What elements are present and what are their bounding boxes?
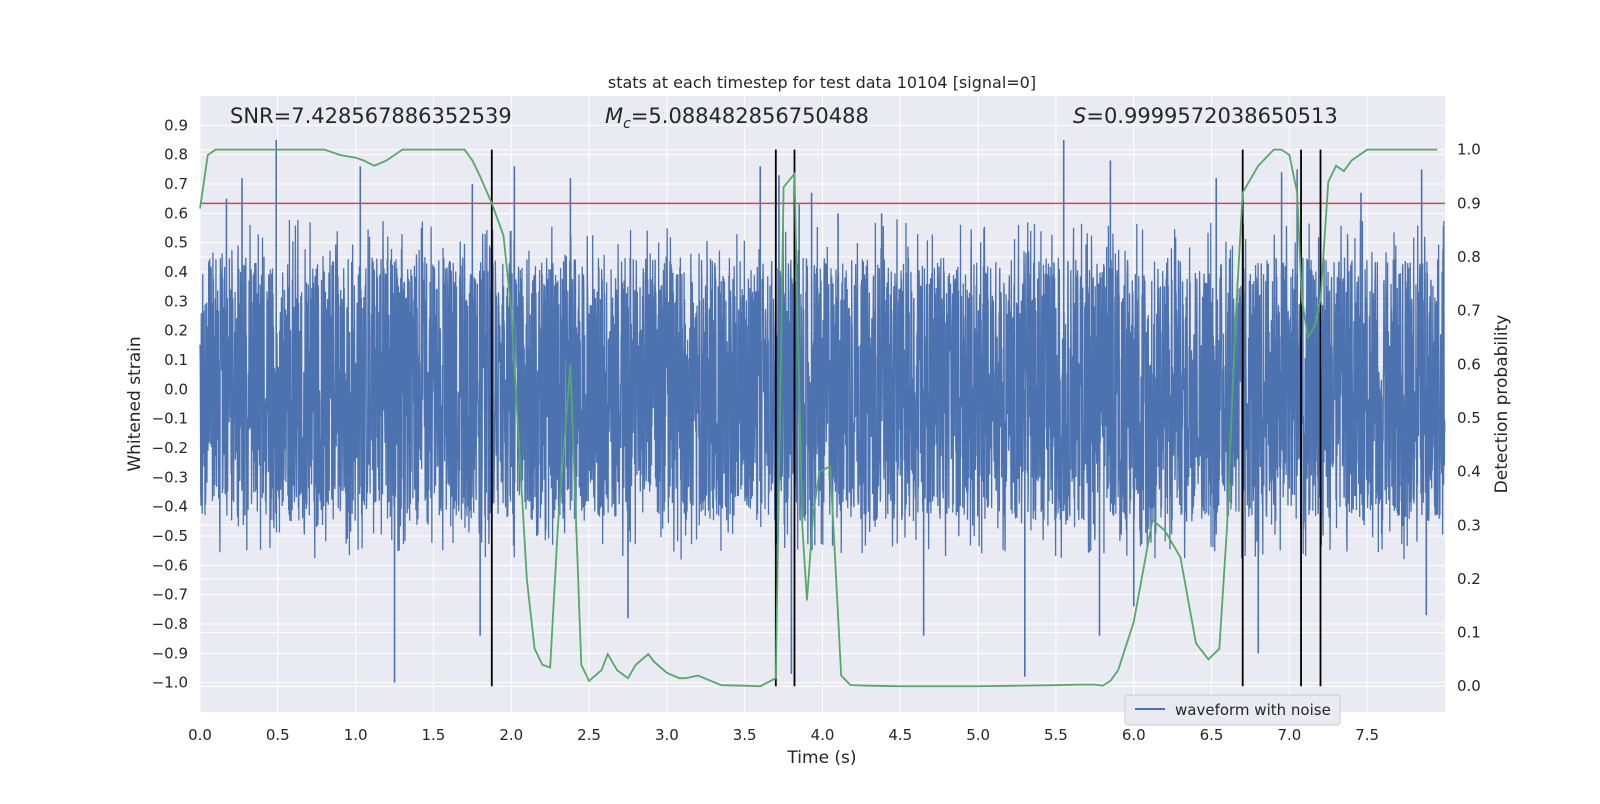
tick-labels: 0.0 0.5 1.0 1.5 2.0 2.5 3.0 3.5 4.0 4.5 5.0 5.5 6.0 6… [152,116,1481,744]
y-tick-label: 0.6 [164,204,188,222]
right-tick-label: 0.3 [1457,516,1481,534]
x-axis-label: Time (s) [786,748,856,768]
right-tick-label: 0.8 [1457,248,1481,266]
annotation-s-symbol: S [1073,104,1086,128]
right-tick-label: 0.6 [1457,355,1481,373]
annotation-mc-symbol: M [605,104,623,128]
chart-title: stats at each timestep for test data 101… [608,73,1036,92]
waveform-line [199,219,1446,560]
vertical-markers [490,149,1322,687]
x-tick-label: 7.5 [1355,726,1379,744]
x-tick-label: 6.0 [1122,726,1146,744]
y-tick-label: −0.3 [152,468,188,486]
right-tick-label: 0.4 [1457,463,1481,481]
y-tick-label: −0.4 [152,498,188,516]
legend: waveform with noise [1124,694,1341,726]
y-tick-label: 0.3 [164,292,188,310]
y-tick-label: 0.4 [164,263,188,281]
x-tick-label: 2.0 [499,726,523,744]
y-tick-label: 0.5 [164,234,188,252]
x-tick-label: 6.5 [1200,726,1224,744]
probability-series [199,148,1438,688]
right-tick-label: 0.7 [1457,302,1481,320]
x-tick-label: 0.5 [266,726,290,744]
y-tick-label: −0.2 [152,439,188,457]
y-tick-label: −0.1 [152,410,188,428]
y-tick-label: 0.2 [164,322,188,340]
right-tick-label: 1.0 [1457,141,1481,159]
probability-line [199,148,1438,688]
y-tick-label: 0.0 [164,380,188,398]
x-tick-label: 1.0 [344,726,368,744]
annotation-snr: SNR=7.428567886352539 [230,104,512,128]
annotation-s: S=0.9999572038650513 [1073,104,1338,128]
y-tick-label: −0.9 [152,644,188,662]
annotation-mc-value: =5.088482856750488 [631,104,869,128]
right-tick-label: 0.2 [1457,570,1481,588]
y-tick-label: 0.7 [164,175,188,193]
y-axis-label: Whitened strain [125,336,145,471]
x-tick-label: 3.5 [733,726,757,744]
y-axis-label-right: Detection probability [1492,315,1512,494]
y-tick-label: −1.0 [152,674,188,692]
right-tick-label: 0.5 [1457,409,1481,427]
x-tick-label: 4.5 [888,726,912,744]
x-tick-label: 7.0 [1277,726,1301,744]
right-tick-label: 0.1 [1457,624,1481,642]
right-tick-label: 0.0 [1457,677,1481,695]
x-tick-label: 4.0 [811,726,835,744]
y-tick-label: 0.8 [164,146,188,164]
y-tick-label: −0.7 [152,586,188,604]
x-tick-label: 3.0 [655,726,679,744]
x-tick-label: 2.5 [577,726,601,744]
legend-box [1124,694,1341,726]
y-tick-label: −0.6 [152,556,188,574]
x-tick-label: 1.5 [422,726,446,744]
right-tick-label: 0.9 [1457,194,1481,212]
y-tick-label: −0.8 [152,615,188,633]
x-tick-label: 5.0 [966,726,990,744]
y-tick-label: 0.1 [164,351,188,369]
x-tick-label: 5.5 [1044,726,1068,744]
y-tick-label: −0.5 [152,527,188,545]
annotation-mc-subscript: c [623,116,631,132]
x-tick-label: 0.0 [188,726,212,744]
y-tick-label: 0.9 [164,116,188,134]
legend-label: waveform with noise [1175,701,1331,719]
annotation-mc: Mc=5.088482856750488 [605,104,869,132]
annotation-s-value: =0.9999572038650513 [1086,104,1337,128]
